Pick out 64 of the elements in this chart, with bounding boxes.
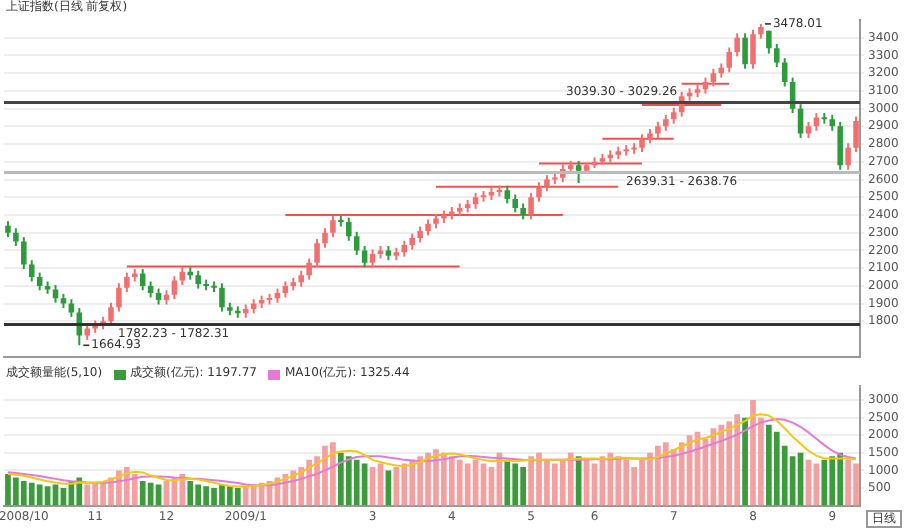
bar (504, 459, 511, 506)
bar (322, 445, 328, 506)
bar (829, 456, 836, 506)
bar (464, 463, 471, 506)
bar (441, 452, 447, 506)
bar (242, 486, 249, 506)
bar (330, 442, 336, 506)
bar (773, 431, 780, 506)
bar (647, 452, 653, 506)
bar (607, 452, 614, 506)
bar (734, 414, 740, 506)
bar (28, 482, 35, 506)
bar (211, 488, 217, 506)
bar (219, 484, 225, 506)
bar (655, 445, 661, 506)
bar (417, 456, 423, 506)
bar (742, 417, 748, 506)
bar (433, 449, 439, 506)
bar (615, 456, 622, 506)
bar (20, 480, 27, 506)
bar (13, 477, 19, 506)
bar (227, 486, 233, 506)
bar (203, 486, 209, 506)
bar (179, 473, 186, 506)
bar (409, 459, 416, 506)
bar (338, 452, 344, 506)
bar (131, 473, 138, 506)
bar (639, 459, 645, 506)
bar (5, 473, 11, 506)
bar (401, 463, 408, 506)
bar (536, 452, 542, 506)
bar (670, 449, 677, 506)
bar (750, 400, 756, 506)
bar (345, 456, 352, 506)
bar (84, 484, 91, 506)
bar (187, 480, 194, 506)
bar (234, 488, 241, 506)
bar (853, 463, 859, 506)
bar (139, 480, 146, 506)
bar (623, 459, 630, 506)
bar (393, 466, 400, 506)
bar (837, 452, 844, 506)
bar (36, 484, 43, 506)
bar (678, 442, 685, 506)
bar (845, 459, 851, 506)
bar (726, 421, 733, 506)
bar (448, 456, 455, 506)
bar (631, 466, 637, 506)
bar (559, 459, 566, 506)
bar (195, 484, 202, 506)
bar (92, 482, 98, 506)
bar (662, 442, 669, 506)
bar (766, 424, 772, 506)
bar (456, 459, 463, 506)
bar (528, 456, 534, 506)
bar (353, 459, 360, 506)
bar (718, 424, 725, 506)
bar (544, 459, 550, 506)
bar (512, 463, 519, 506)
bar (567, 452, 574, 506)
bar (520, 466, 526, 506)
bar (552, 463, 558, 506)
bar (821, 459, 828, 506)
bar (425, 452, 431, 506)
